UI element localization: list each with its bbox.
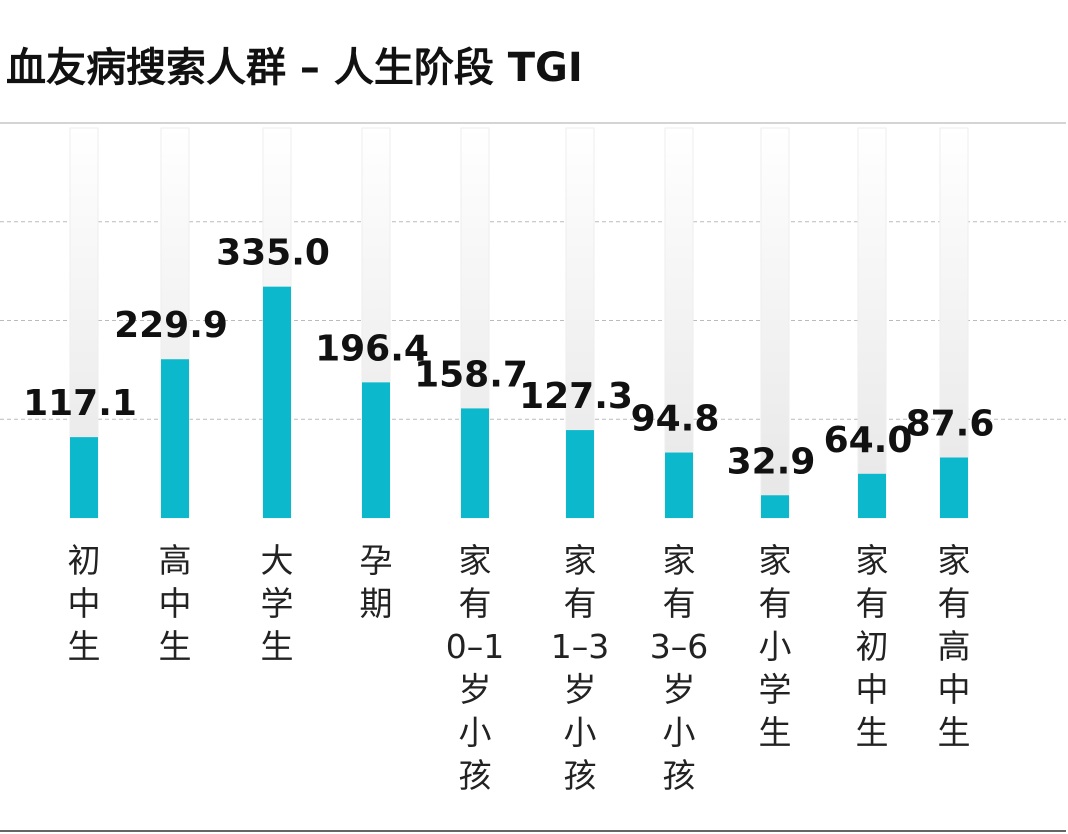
value-label: 335.0: [216, 233, 330, 274]
bar: [940, 457, 968, 518]
bar: [566, 430, 594, 518]
x-tick-label: 初中生: [68, 541, 101, 666]
chart-title: 血友病搜索人群 – 人生阶段 TGI: [6, 45, 583, 91]
bar: [858, 473, 886, 518]
bar: [665, 452, 693, 518]
bar: [461, 408, 489, 518]
bar: [761, 495, 789, 518]
bar: [70, 437, 98, 518]
value-label: 117.1: [23, 383, 137, 424]
x-tick-label: 家有小学生: [759, 541, 792, 752]
value-label: 127.3: [519, 376, 633, 417]
x-tick-label: 家有 1–3 岁小孩: [551, 541, 610, 795]
x-tick-label: 孕期: [360, 541, 393, 623]
value-label: 158.7: [414, 354, 528, 395]
value-label: 87.6: [906, 404, 995, 445]
bar-track: [857, 127, 887, 519]
x-tick-label: 家有 0–1 岁小孩: [446, 541, 505, 795]
value-label: 64.0: [824, 420, 913, 461]
x-tick-label: 家有初中生: [856, 541, 889, 752]
bar: [161, 359, 189, 518]
bar: [362, 382, 390, 518]
value-label: 229.9: [114, 305, 228, 346]
x-tick-label: 大学生: [261, 541, 294, 666]
value-label: 94.8: [631, 399, 720, 440]
bar: [263, 286, 291, 518]
x-tick-label: 高中生: [159, 541, 192, 666]
bar-track: [939, 127, 969, 519]
value-label: 196.4: [315, 328, 429, 369]
bar-track: [760, 127, 790, 519]
x-tick-label: 家有 3–6 岁小孩: [650, 541, 709, 795]
value-label: 32.9: [727, 441, 816, 482]
x-tick-label: 家有高中生: [938, 541, 971, 752]
